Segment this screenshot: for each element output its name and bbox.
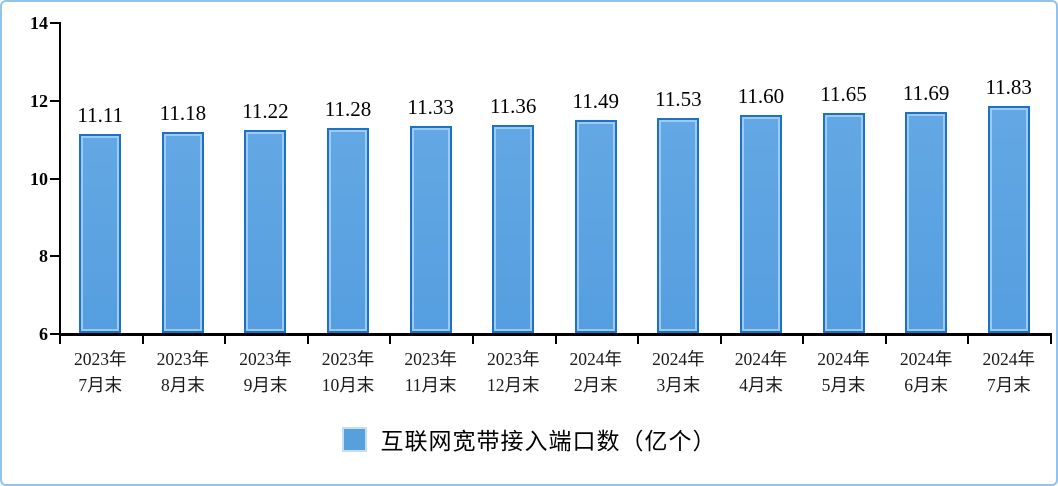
y-axis-tick (50, 177, 59, 180)
bar (492, 124, 535, 333)
bar-value-label: 11.36 (489, 93, 537, 118)
bar-value-label: 11.18 (159, 100, 207, 125)
bar-value-label: 11.49 (572, 88, 620, 113)
x-category-label-line1: 2023年 (156, 349, 210, 369)
x-category-label-line1: 2023年 (321, 349, 375, 369)
legend: 互联网宽带接入端口数（亿个） (2, 422, 1056, 456)
x-category-label-line1: 2024年 (982, 349, 1035, 369)
x-category-label-line2: 3月末 (656, 375, 701, 395)
bar (161, 131, 204, 333)
y-axis-tick-label: 6 (39, 324, 48, 344)
bar (79, 134, 122, 333)
x-category-label-line2: 5月末 (821, 375, 866, 395)
x-category-label: 2024年 5月末 (802, 346, 886, 398)
x-axis-tick (884, 336, 887, 344)
x-axis-tick (719, 336, 722, 344)
bar-value-label: 11.83 (985, 75, 1032, 100)
bar-value-label: 11.65 (820, 82, 867, 107)
x-category-label-line2: 8月末 (161, 375, 205, 395)
x-axis-tick (59, 336, 61, 344)
x-category-label-line1: 2024年 (734, 349, 788, 369)
x-category-label: 2023年 10月末 (306, 346, 390, 398)
x-category-label-line1: 2023年 (74, 349, 127, 369)
y-axis-tick (50, 22, 59, 24)
x-axis-tick (389, 336, 392, 344)
x-category-label: 2023年 7月末 (58, 346, 142, 398)
x-category-label-line2: 7月末 (78, 375, 123, 395)
x-axis-tick (306, 336, 309, 344)
x-category-label-line2: 12月末 (486, 375, 540, 395)
y-axis-tick (50, 99, 59, 102)
x-category-label: 2023年 9月末 (223, 346, 307, 398)
y-axis-tick (50, 333, 59, 335)
y-axis-tick-label: 12 (30, 90, 48, 111)
x-category-label: 2024年 3月末 (636, 346, 720, 398)
y-axis-tick-label: 14 (30, 13, 48, 33)
x-axis-tick (141, 336, 144, 344)
bar (657, 118, 700, 333)
x-category-label-line1: 2024年 (569, 349, 623, 369)
x-category-label-line1: 2023年 (486, 349, 540, 369)
x-category-label-line2: 10月末 (321, 375, 375, 395)
bar-value-label: 11.69 (902, 80, 950, 105)
legend-swatch-icon (341, 426, 367, 452)
x-category-label-line2: 7月末 (986, 375, 1031, 395)
bar (905, 111, 948, 333)
bar (822, 113, 865, 333)
bar (244, 130, 287, 333)
x-category-label-line2: 2月末 (573, 375, 618, 395)
x-category-label-line1: 2024年 (899, 349, 953, 369)
bar-value-label: 11.53 (655, 87, 702, 112)
bar-value-label: 11.28 (324, 96, 372, 121)
x-axis-tick (224, 336, 227, 344)
bar (739, 115, 782, 333)
bar-value-label: 11.11 (77, 103, 124, 128)
bar (987, 106, 1030, 333)
x-category-label: 2023年 11月末 (389, 346, 473, 398)
x-category-label: 2024年 2月末 (554, 346, 638, 398)
x-axis-tick (637, 336, 640, 344)
bar (327, 127, 370, 333)
x-category-label-line1: 2024年 (817, 349, 870, 369)
x-category-label-line1: 2023年 (239, 349, 292, 369)
x-category-label-line2: 9月末 (243, 375, 288, 395)
bar-value-label: 11.60 (737, 84, 785, 109)
x-category-label: 2023年 8月末 (141, 346, 225, 398)
x-axis-tick (554, 336, 557, 344)
y-axis-line (59, 22, 61, 336)
x-axis-tick (802, 336, 805, 344)
x-category-label-line2: 11月末 (404, 375, 457, 395)
x-category-label-line2: 6月末 (904, 375, 948, 395)
x-category-label: 2024年 7月末 (967, 346, 1051, 398)
x-category-label: 2023年 12月末 (471, 346, 555, 398)
x-category-label: 2024年 6月末 (884, 346, 968, 398)
x-axis-tick (967, 336, 970, 344)
x-category-label-line1: 2023年 (404, 349, 457, 369)
y-axis-tick-label: 8 (39, 246, 48, 267)
x-category-label: 2024年 4月末 (719, 346, 803, 398)
y-axis-tick-label: 10 (30, 168, 48, 189)
y-axis-tick (50, 255, 59, 258)
x-category-label-line1: 2024年 (652, 349, 705, 369)
bar (409, 125, 452, 333)
x-axis-tick (471, 336, 474, 344)
x-axis-tick (1050, 336, 1052, 344)
x-category-label-line2: 4月末 (739, 375, 783, 395)
legend-label: 互联网宽带接入端口数（亿个） (380, 429, 717, 454)
bar (574, 119, 617, 333)
bar-value-label: 11.33 (407, 94, 454, 119)
x-axis-line (59, 333, 1052, 336)
bar-value-label: 11.22 (242, 99, 289, 124)
